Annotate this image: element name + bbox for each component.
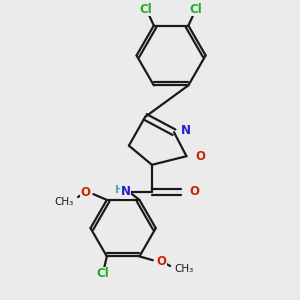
Text: O: O <box>189 185 199 198</box>
Text: Cl: Cl <box>140 3 152 16</box>
Text: O: O <box>157 255 167 268</box>
Text: H: H <box>115 185 124 195</box>
Text: N: N <box>121 185 131 198</box>
Text: O: O <box>195 150 205 163</box>
Text: CH₃: CH₃ <box>174 264 193 274</box>
Text: Cl: Cl <box>97 267 110 280</box>
Text: CH₃: CH₃ <box>54 197 73 207</box>
Text: Cl: Cl <box>190 3 202 16</box>
Text: O: O <box>80 186 91 199</box>
Text: N: N <box>181 124 191 137</box>
